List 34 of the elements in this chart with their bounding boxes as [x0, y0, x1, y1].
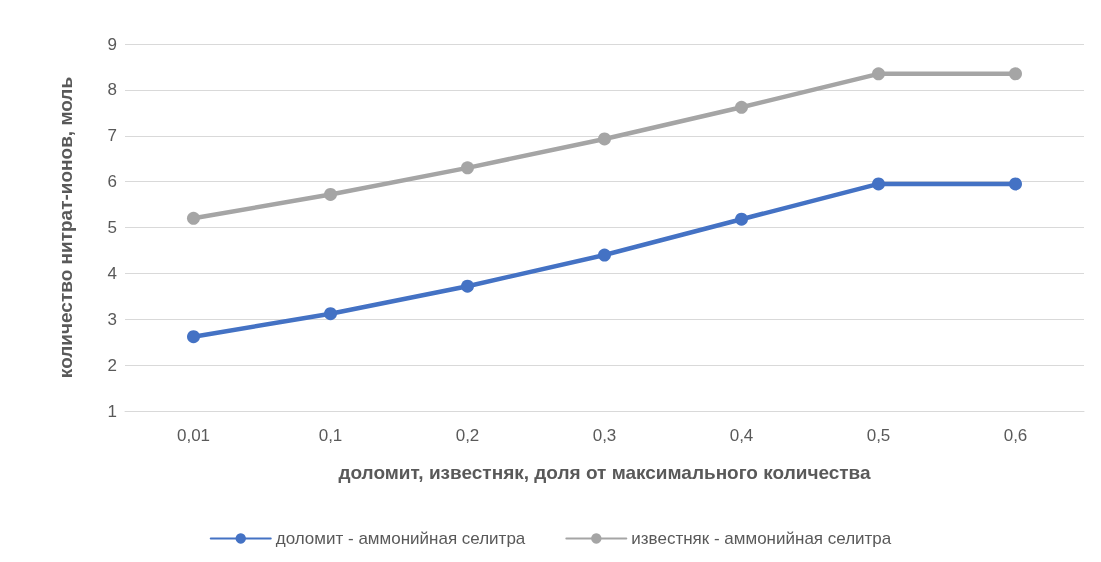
point [324, 187, 337, 201]
point [461, 279, 474, 293]
point [461, 161, 474, 175]
point [872, 177, 885, 191]
legend-label: известняк - аммонийная селитра [631, 529, 892, 548]
x-tick-label: 0,1 [318, 426, 343, 445]
point [187, 211, 200, 225]
x-axis-title: доломит, известняк, доля от максимального количества [338, 462, 872, 483]
y-tick-label: 6 [107, 172, 117, 192]
y-tick-label: 4 [107, 263, 117, 283]
y-tick-label: 9 [107, 34, 117, 54]
point [1009, 177, 1022, 191]
point [1009, 67, 1022, 81]
point [872, 67, 885, 81]
point [735, 100, 748, 114]
x-tick-label: 0,4 [729, 426, 754, 445]
y-tick-label: 1 [107, 401, 117, 421]
point [598, 132, 611, 146]
x-tick-label: 0,01 [176, 426, 211, 445]
point [187, 330, 200, 344]
y-tick-label: 7 [107, 126, 117, 146]
legend-label: доломит - аммонийная селитра [275, 529, 526, 548]
y-tick-label: 2 [107, 355, 117, 375]
y-tick-label: 5 [107, 218, 117, 237]
point [735, 212, 748, 226]
point [324, 307, 337, 321]
y-tick-label: 8 [107, 80, 117, 100]
y-axis-title: количество нитрат-ионов, моль [55, 76, 76, 379]
y-tick-label: 3 [107, 309, 117, 329]
point [598, 248, 611, 262]
x-tick-label: 0,2 [455, 426, 480, 445]
x-tick-label: 0,3 [592, 426, 617, 445]
x-tick-label: 0,5 [866, 426, 891, 445]
x-tick-label: 0,6 [1003, 426, 1028, 445]
